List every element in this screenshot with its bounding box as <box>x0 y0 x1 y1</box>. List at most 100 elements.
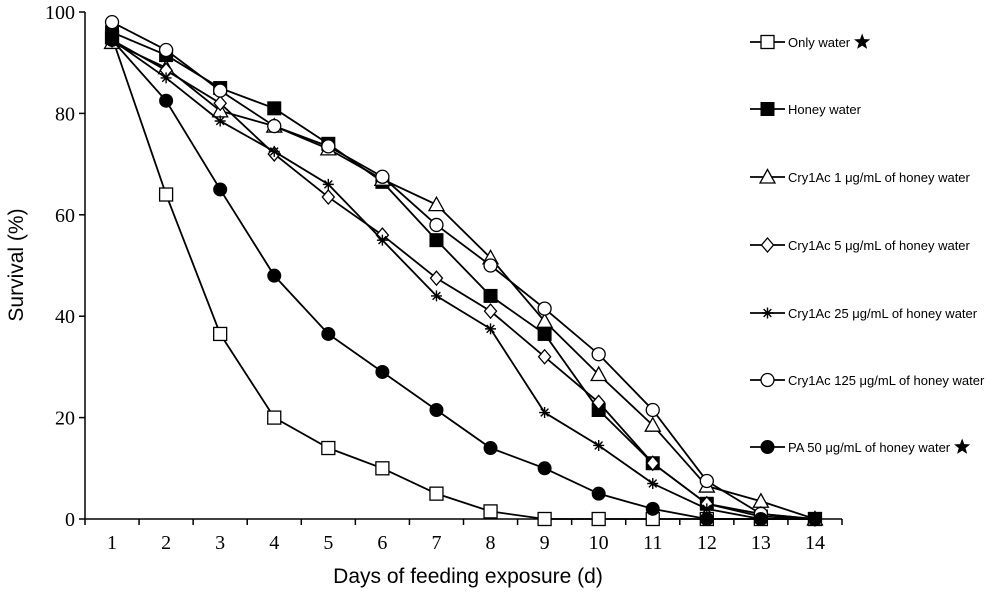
series-2 <box>105 25 822 526</box>
series-6 <box>104 14 823 527</box>
data-point <box>590 365 608 382</box>
series-line <box>111 41 816 520</box>
asterisk-strokes <box>214 115 226 127</box>
x-tick-label: 7 <box>431 532 441 554</box>
data-point <box>591 394 606 411</box>
data-point <box>699 512 714 526</box>
data-point <box>753 512 768 526</box>
data-point <box>483 258 498 273</box>
legend-label: Cry1Ac 25 μg/mL of honey water <box>788 306 978 321</box>
asterisk-strokes <box>268 145 280 157</box>
data-point <box>429 402 444 417</box>
data-point <box>158 187 174 202</box>
data-point <box>322 178 334 190</box>
asterisk-strokes <box>647 478 659 490</box>
x-tick-label: 10 <box>589 532 609 554</box>
legend-item: Cry1Ac 5 μg/mL of honey water <box>750 237 971 253</box>
data-point <box>537 326 552 341</box>
y-tick-label: 100 <box>45 2 75 24</box>
asterisk-strokes <box>430 290 442 302</box>
series-line <box>111 37 815 520</box>
legend-item: Only water <box>750 33 871 50</box>
x-tick-label: 13 <box>751 532 771 554</box>
data-point <box>429 270 444 287</box>
legend-label: Cry1Ac 5 μg/mL of honey water <box>788 238 971 253</box>
data-point <box>699 473 714 489</box>
x-tick-label: 3 <box>215 532 225 554</box>
data-point <box>645 501 660 516</box>
x-tick-label: 12 <box>697 532 717 554</box>
series-line <box>111 21 816 520</box>
x-tick-label: 14 <box>805 532 825 554</box>
series-line <box>111 39 816 520</box>
x-tick-label: 8 <box>486 532 496 554</box>
x-tick-label: 4 <box>269 532 279 554</box>
data-point <box>158 42 174 58</box>
series-5 <box>106 34 821 525</box>
data-point <box>268 145 280 157</box>
significance-star-icon <box>854 33 871 49</box>
y-tick-label: 80 <box>55 103 75 125</box>
data-point <box>104 14 120 30</box>
legend-label: Cry1Ac 125 μg/mL of honey water <box>788 373 985 388</box>
x-tick-label: 6 <box>377 532 387 554</box>
y-tick-label: 0 <box>65 509 75 531</box>
legend-item: Honey water <box>750 102 862 117</box>
legend-label: PA 50 μg/mL of honey water <box>788 440 951 455</box>
x-tick-label: 9 <box>540 532 550 554</box>
legend-item: Cry1Ac 1 μg/mL of honey water <box>750 168 971 185</box>
legend-marker <box>760 102 775 116</box>
data-point <box>430 290 442 302</box>
data-point <box>267 101 282 116</box>
significance-star-icon <box>954 438 971 454</box>
legend-marker <box>762 307 773 319</box>
data-point <box>645 455 660 472</box>
data-point <box>214 115 226 127</box>
series-3 <box>103 33 824 526</box>
data-point <box>321 440 336 456</box>
x-tick-label: 2 <box>161 532 171 554</box>
y-axis-title: Survival (%) <box>5 208 28 321</box>
y-tick-label: 40 <box>55 306 75 328</box>
data-point <box>267 118 282 134</box>
data-point <box>375 461 390 476</box>
series-line <box>111 39 815 520</box>
legend-item: Cry1Ac 125 μg/mL of honey water <box>750 372 985 388</box>
data-point <box>483 288 498 303</box>
legend-item: PA 50 μg/mL of honey water <box>750 438 971 455</box>
legend: Only water Honey water Cry1Ac 1 μg/mL of h… <box>750 33 985 455</box>
y-tick-label: 60 <box>55 205 75 227</box>
data-point <box>647 478 659 490</box>
legend-marker <box>760 440 775 454</box>
x-axis-title: Days of feeding exposure (d) <box>333 565 603 588</box>
asterisk-strokes <box>539 407 551 419</box>
data-point <box>213 326 228 342</box>
data-point <box>645 402 660 418</box>
data-point <box>485 323 497 335</box>
data-point <box>591 511 606 527</box>
data-point <box>536 312 554 328</box>
data-point <box>213 182 228 197</box>
x-tick-label: 5 <box>323 532 333 554</box>
data-point <box>160 72 172 84</box>
data-point <box>537 461 552 476</box>
legend-marker <box>758 168 777 184</box>
data-point <box>429 486 444 501</box>
data-point <box>375 364 390 379</box>
data-point <box>159 93 174 108</box>
data-point <box>213 95 228 112</box>
data-point <box>429 233 444 248</box>
data-point <box>591 486 606 501</box>
data-point <box>376 234 388 246</box>
data-point <box>427 195 446 212</box>
asterisk-strokes <box>376 234 388 246</box>
data-point <box>539 407 551 419</box>
series-line <box>111 39 815 520</box>
asterisk-strokes <box>593 439 605 451</box>
data-point <box>483 504 498 519</box>
data-point <box>483 303 498 320</box>
data-point <box>321 139 336 154</box>
asterisk-strokes <box>160 72 172 84</box>
